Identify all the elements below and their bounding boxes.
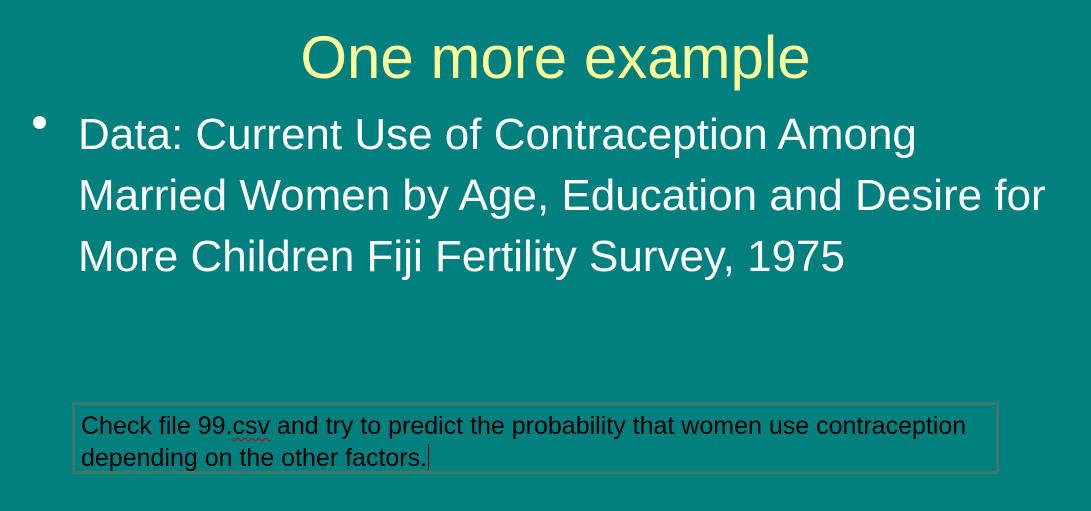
- bullet-text[interactable]: Data: Current Use of Contraception Among…: [78, 110, 1046, 281]
- note-text-box[interactable]: Check file 99.csv and try to predict the…: [72, 402, 999, 474]
- note-text-part1: Check file 99.: [81, 412, 233, 440]
- note-text-part2: and try to predict the probability that …: [81, 412, 967, 472]
- text-cursor: [428, 444, 430, 470]
- bullet-icon: [33, 116, 46, 129]
- slide-title[interactable]: One more example: [300, 24, 811, 91]
- note-misspelled-word[interactable]: csv: [232, 412, 270, 440]
